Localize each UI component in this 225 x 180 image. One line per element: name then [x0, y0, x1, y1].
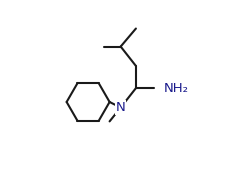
Text: N: N [115, 101, 125, 114]
Text: NH₂: NH₂ [163, 82, 188, 95]
